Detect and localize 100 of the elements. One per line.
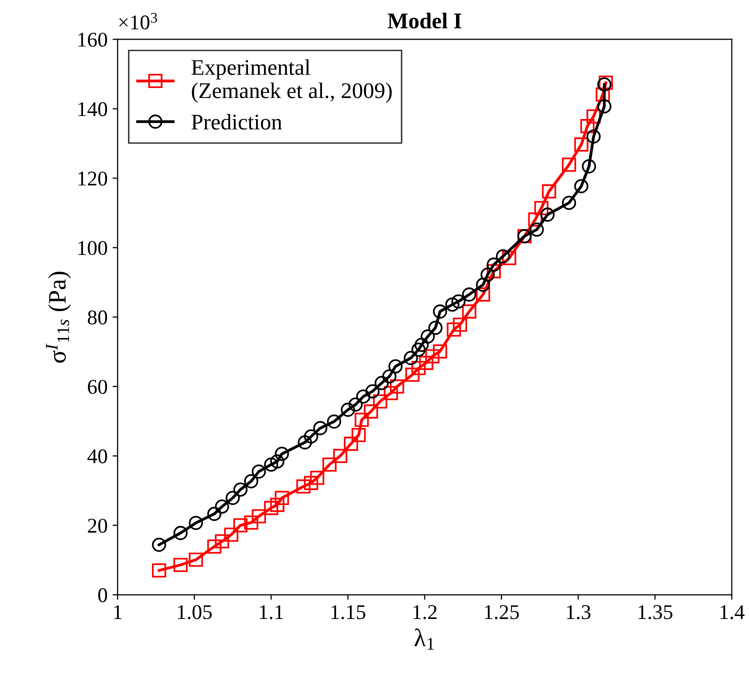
x-tick-label: 1.3 [567,605,590,620]
point [597,99,612,114]
point [244,474,258,488]
point [462,304,476,319]
x-tick-label: 1.1 [260,605,283,620]
point [298,435,312,450]
point [432,304,448,319]
point [264,500,278,516]
y-tick-label: 120 [78,172,108,186]
y-tick-label: 40 [87,449,108,464]
point [188,516,203,530]
point [264,458,278,472]
point [580,119,595,134]
y-axis-title: σ$^{I}$$_{11s}$ (Pa) [46,272,71,363]
point [352,428,366,442]
point [574,179,588,194]
point [304,429,318,444]
legend-label: Prediction [192,114,282,130]
point [384,386,398,400]
point [313,421,328,436]
point [405,368,420,382]
point [327,414,342,429]
point [224,528,238,542]
point [244,515,258,530]
point [586,109,601,124]
point [354,412,369,427]
point [173,526,188,540]
point [374,376,389,390]
chart-title: Model I [388,12,462,28]
y-tick-label: 0 [98,588,108,602]
x-tick-label: 1.2 [413,605,437,620]
point [233,518,248,532]
y-tick-label: 80 [88,310,108,324]
y-tick-label: 60 [88,380,108,394]
point [340,402,355,417]
point [274,490,289,506]
y-tick-label: 100 [78,241,108,256]
x-tick-label: 1.05 [178,605,212,620]
point [530,222,544,237]
point [214,500,230,514]
point [476,278,490,292]
point [480,268,495,282]
x-tick-label: 1.25 [485,605,519,620]
point [452,318,468,332]
point [388,359,403,374]
text: ×10$^{3}$ [119,12,158,30]
point [252,464,266,479]
point [322,458,337,472]
point [528,212,542,227]
point [420,329,435,344]
y-tick-label: 140 [78,102,108,116]
point [432,344,448,359]
point [207,539,222,554]
y-tick-label: 160 [78,32,108,47]
point [382,369,396,384]
point [214,534,230,548]
point [226,490,240,506]
x-tick-label: 1 [114,605,122,619]
point [419,356,434,370]
point [411,342,426,357]
point [252,509,266,524]
point [462,287,476,302]
point [596,87,610,102]
point [414,338,429,352]
y-tick-label: 20 [88,518,108,533]
point [428,320,443,335]
point [296,479,310,494]
point [173,558,188,572]
point [404,350,418,366]
x-tick-label: 1.35 [638,605,672,620]
point [152,563,166,578]
point [207,506,222,521]
point [411,361,426,376]
point [562,158,576,172]
point [152,538,166,552]
point [310,470,324,485]
point [304,476,318,490]
legend-label: Experimental (Zemanek et al., 2009) [192,59,392,103]
point [333,448,348,464]
x-axis-title: λ$_{1}$ [414,628,434,650]
point [540,208,555,222]
point [233,482,248,497]
point [486,264,501,278]
point [445,297,460,312]
point [446,322,461,337]
point [496,249,510,264]
point [451,294,466,309]
point [542,184,556,198]
x-tick-label: 1.15 [332,605,366,620]
point [534,200,548,216]
point [425,349,440,364]
point [364,404,378,419]
point [390,379,404,394]
point [344,436,358,451]
point [586,129,601,144]
point [270,498,284,512]
point [562,196,576,210]
point [582,159,596,174]
point [574,137,588,152]
point [502,250,516,266]
